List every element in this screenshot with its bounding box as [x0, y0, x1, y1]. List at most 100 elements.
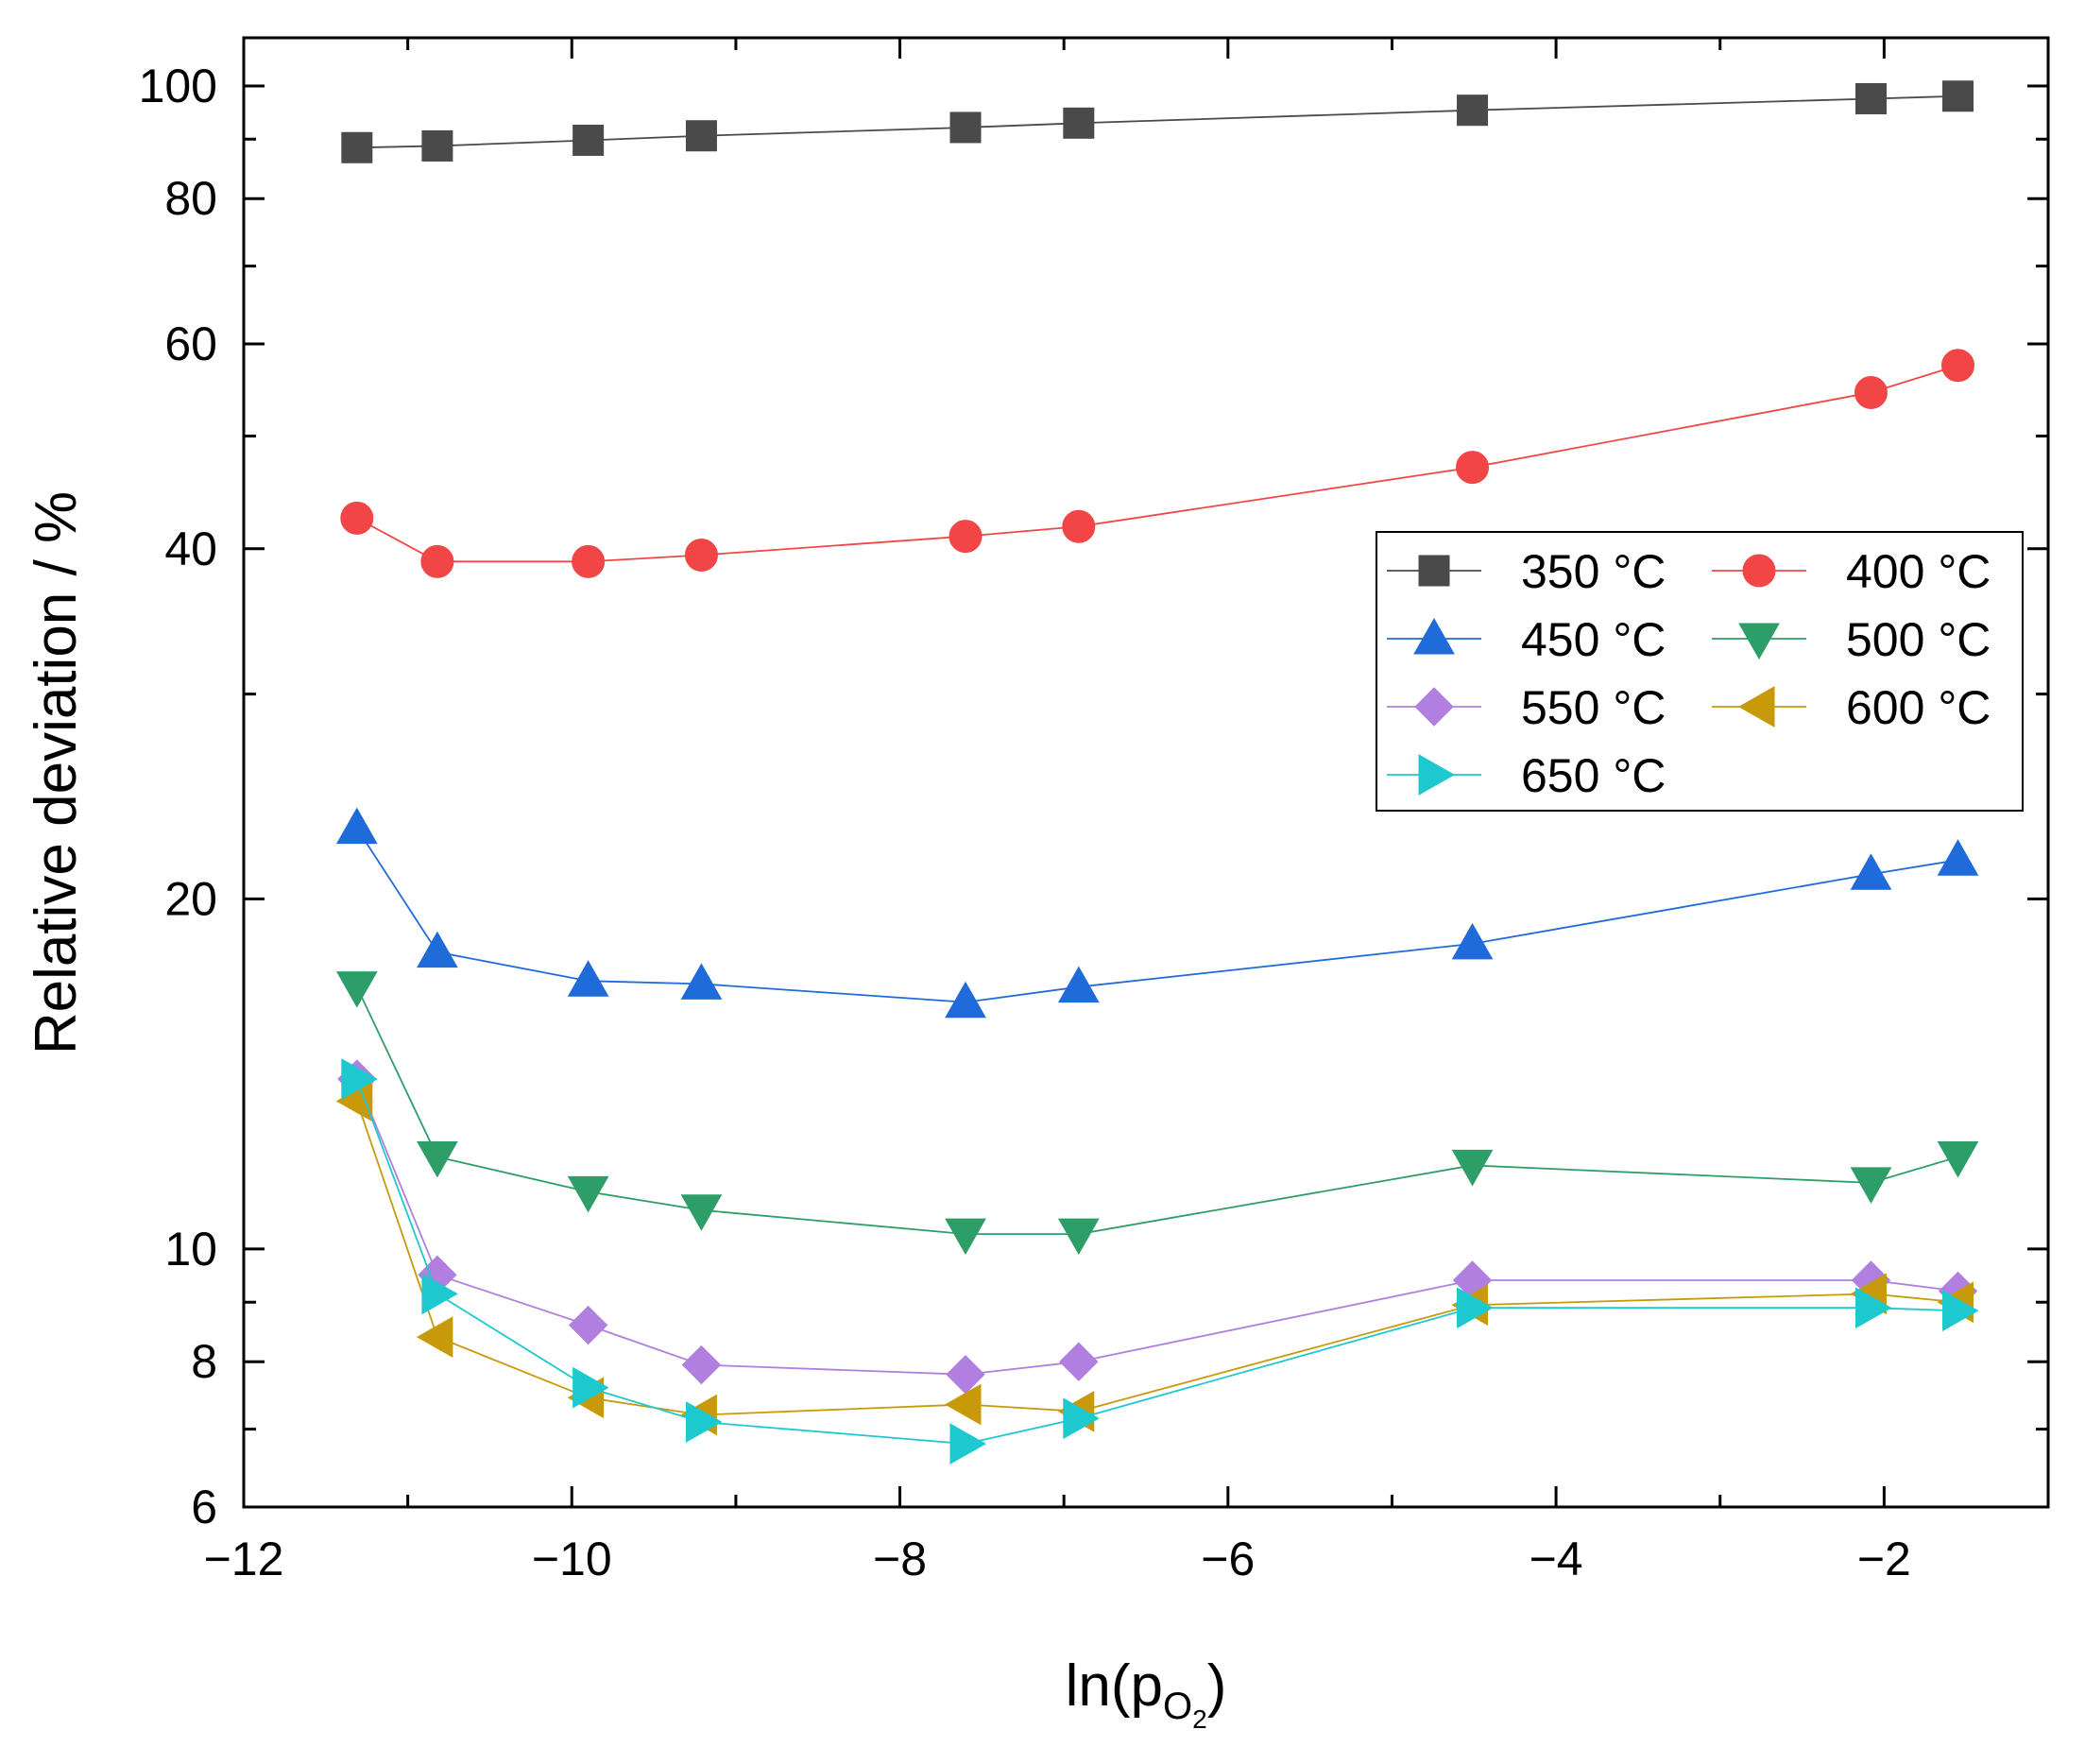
plot-frame — [242, 36, 2050, 1509]
data-point — [1451, 922, 1494, 960]
legend-label: 650 °C — [1521, 749, 1666, 802]
data-point — [1854, 375, 1888, 409]
x-axis-title-main: ln(p — [1066, 1653, 1163, 1719]
data-point — [1451, 1149, 1494, 1187]
y-tick-label: 100 — [139, 60, 217, 112]
series-500C — [335, 971, 1979, 1256]
x-tick-label: −6 — [1201, 1533, 1255, 1585]
data-point — [680, 963, 723, 1000]
legend-item: 550 °C — [1387, 681, 1666, 734]
x-tick-label: −10 — [532, 1533, 612, 1585]
data-point — [1942, 80, 1974, 112]
legend-marker — [1418, 555, 1450, 587]
plot-area — [335, 80, 1979, 1464]
data-point — [944, 1383, 982, 1426]
data-point — [949, 1423, 987, 1464]
series-line — [355, 986, 1958, 1236]
x-tick-label: −8 — [873, 1533, 927, 1585]
y-tick-label: 40 — [164, 522, 217, 575]
data-point — [685, 120, 717, 152]
x-axis-title-close: ) — [1207, 1653, 1227, 1719]
data-point — [417, 931, 458, 968]
data-point — [420, 544, 454, 578]
data-point — [1850, 1167, 1892, 1204]
series-550C — [337, 1059, 1978, 1395]
data-point — [949, 520, 983, 554]
y-axis-title: Relative deviation / % — [24, 491, 89, 1054]
legend-item: 650 °C — [1387, 749, 1666, 802]
x-axis-title: ln(pO2) — [1066, 1653, 1227, 1734]
x-tick-label: −2 — [1857, 1533, 1911, 1585]
y-tick-label: 8 — [191, 1335, 217, 1388]
series-450C — [335, 807, 1979, 1019]
legend-marker — [1742, 554, 1776, 588]
data-point — [1059, 1342, 1099, 1381]
x-axis-tick-labels: −12 −10 −8 −6 −4 −2 — [204, 1533, 1911, 1585]
data-point — [1062, 509, 1096, 543]
legend-item: 400 °C — [1712, 545, 1991, 598]
y-tick-label: 20 — [164, 872, 217, 925]
data-point — [1457, 1287, 1494, 1329]
series-350C — [341, 80, 1974, 163]
data-point — [1937, 1140, 1979, 1178]
data-point — [681, 1344, 722, 1385]
series-650C — [341, 1058, 1979, 1464]
data-point — [1457, 94, 1489, 127]
legend: 350 °C 400 °C 450 °C 500 °C 550 °C 600 °C 650 … — [1376, 531, 2024, 812]
data-point — [335, 971, 378, 1008]
data-point — [1063, 107, 1095, 139]
legend-label: 600 °C — [1846, 681, 1991, 734]
data-point — [340, 501, 374, 535]
x-axis-title-subscript: O — [1163, 1686, 1192, 1727]
data-point — [341, 131, 373, 163]
legend-label: 400 °C — [1846, 545, 1991, 598]
data-point — [1854, 1287, 1892, 1329]
data-point — [1057, 966, 1100, 1003]
data-point — [1854, 82, 1887, 114]
series-line — [355, 1101, 1958, 1416]
data-point — [945, 981, 986, 1019]
data-point — [572, 544, 606, 578]
series-400C — [340, 349, 1974, 578]
data-point — [417, 1140, 458, 1178]
data-point — [1456, 451, 1490, 485]
y-axis-tick-labels: 6 8 10 20 40 60 80 100 — [139, 60, 217, 1533]
x-tick-label: −12 — [204, 1533, 284, 1585]
data-point — [421, 1273, 458, 1315]
data-point — [341, 1058, 378, 1100]
data-point — [685, 1401, 723, 1443]
legend-items: 350 °C 400 °C 450 °C 500 °C 550 °C 600 °C 650 … — [1387, 545, 1991, 802]
legend-label: 500 °C — [1846, 613, 1991, 666]
data-point — [1063, 1397, 1100, 1440]
legend-marker — [1413, 617, 1455, 655]
y-tick-label: 80 — [164, 172, 217, 225]
legend-item: 450 °C — [1387, 613, 1666, 666]
data-point — [416, 1316, 453, 1358]
y-tick-label: 10 — [164, 1223, 217, 1276]
legend-marker — [1418, 754, 1456, 796]
data-point — [949, 111, 982, 144]
legend-item: 500 °C — [1712, 613, 1991, 666]
legend-label: 350 °C — [1521, 545, 1666, 598]
x-axis-title-subsubscript: 2 — [1192, 1704, 1207, 1734]
data-point — [1942, 1290, 1979, 1332]
data-point — [567, 960, 609, 997]
data-point — [1941, 349, 1974, 383]
legend-box — [1376, 531, 2024, 812]
legend-marker — [1738, 623, 1780, 660]
data-point — [335, 807, 378, 845]
data-point — [573, 124, 605, 156]
x-tick-label: −4 — [1530, 1533, 1583, 1585]
data-point — [1057, 1218, 1100, 1256]
data-point — [1937, 839, 1979, 876]
y-tick-label: 60 — [164, 317, 217, 370]
data-point — [1850, 853, 1892, 890]
legend-item: 600 °C — [1712, 681, 1991, 734]
legend-marker — [1737, 686, 1775, 728]
data-point — [421, 129, 453, 162]
legend-marker — [1414, 687, 1454, 727]
data-point — [568, 1305, 608, 1345]
data-point — [945, 1218, 986, 1256]
legend-label: 450 °C — [1521, 613, 1666, 666]
